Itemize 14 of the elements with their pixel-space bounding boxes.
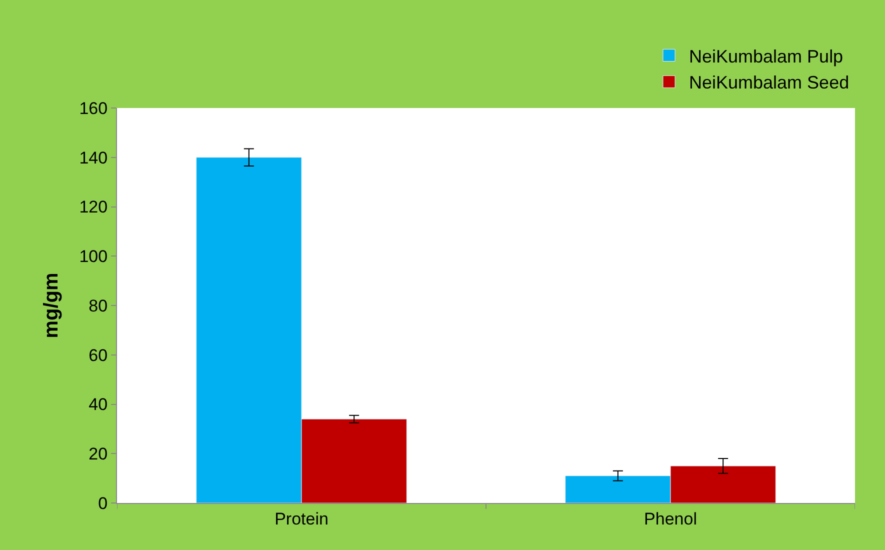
y-tick-label: 20	[88, 444, 108, 464]
y-axis-title: mg/gm	[40, 272, 63, 338]
y-tick-label: 0	[98, 494, 108, 513]
y-tick-label: 120	[79, 198, 108, 217]
x-tick-label: Protein	[274, 509, 328, 528]
y-tick-label: 160	[79, 98, 108, 118]
y-tick-label: 80	[88, 296, 108, 316]
legend-label: NeiKumbalam Pulp	[689, 46, 844, 66]
y-tick-label: 40	[88, 395, 108, 414]
x-tick-label: Phenol	[644, 509, 697, 528]
y-tick-label: 140	[79, 148, 108, 168]
legend-label: NeiKumbalam Seed	[689, 72, 850, 93]
y-tick-label: 60	[88, 346, 108, 365]
y-tick-label: 100	[79, 247, 108, 266]
